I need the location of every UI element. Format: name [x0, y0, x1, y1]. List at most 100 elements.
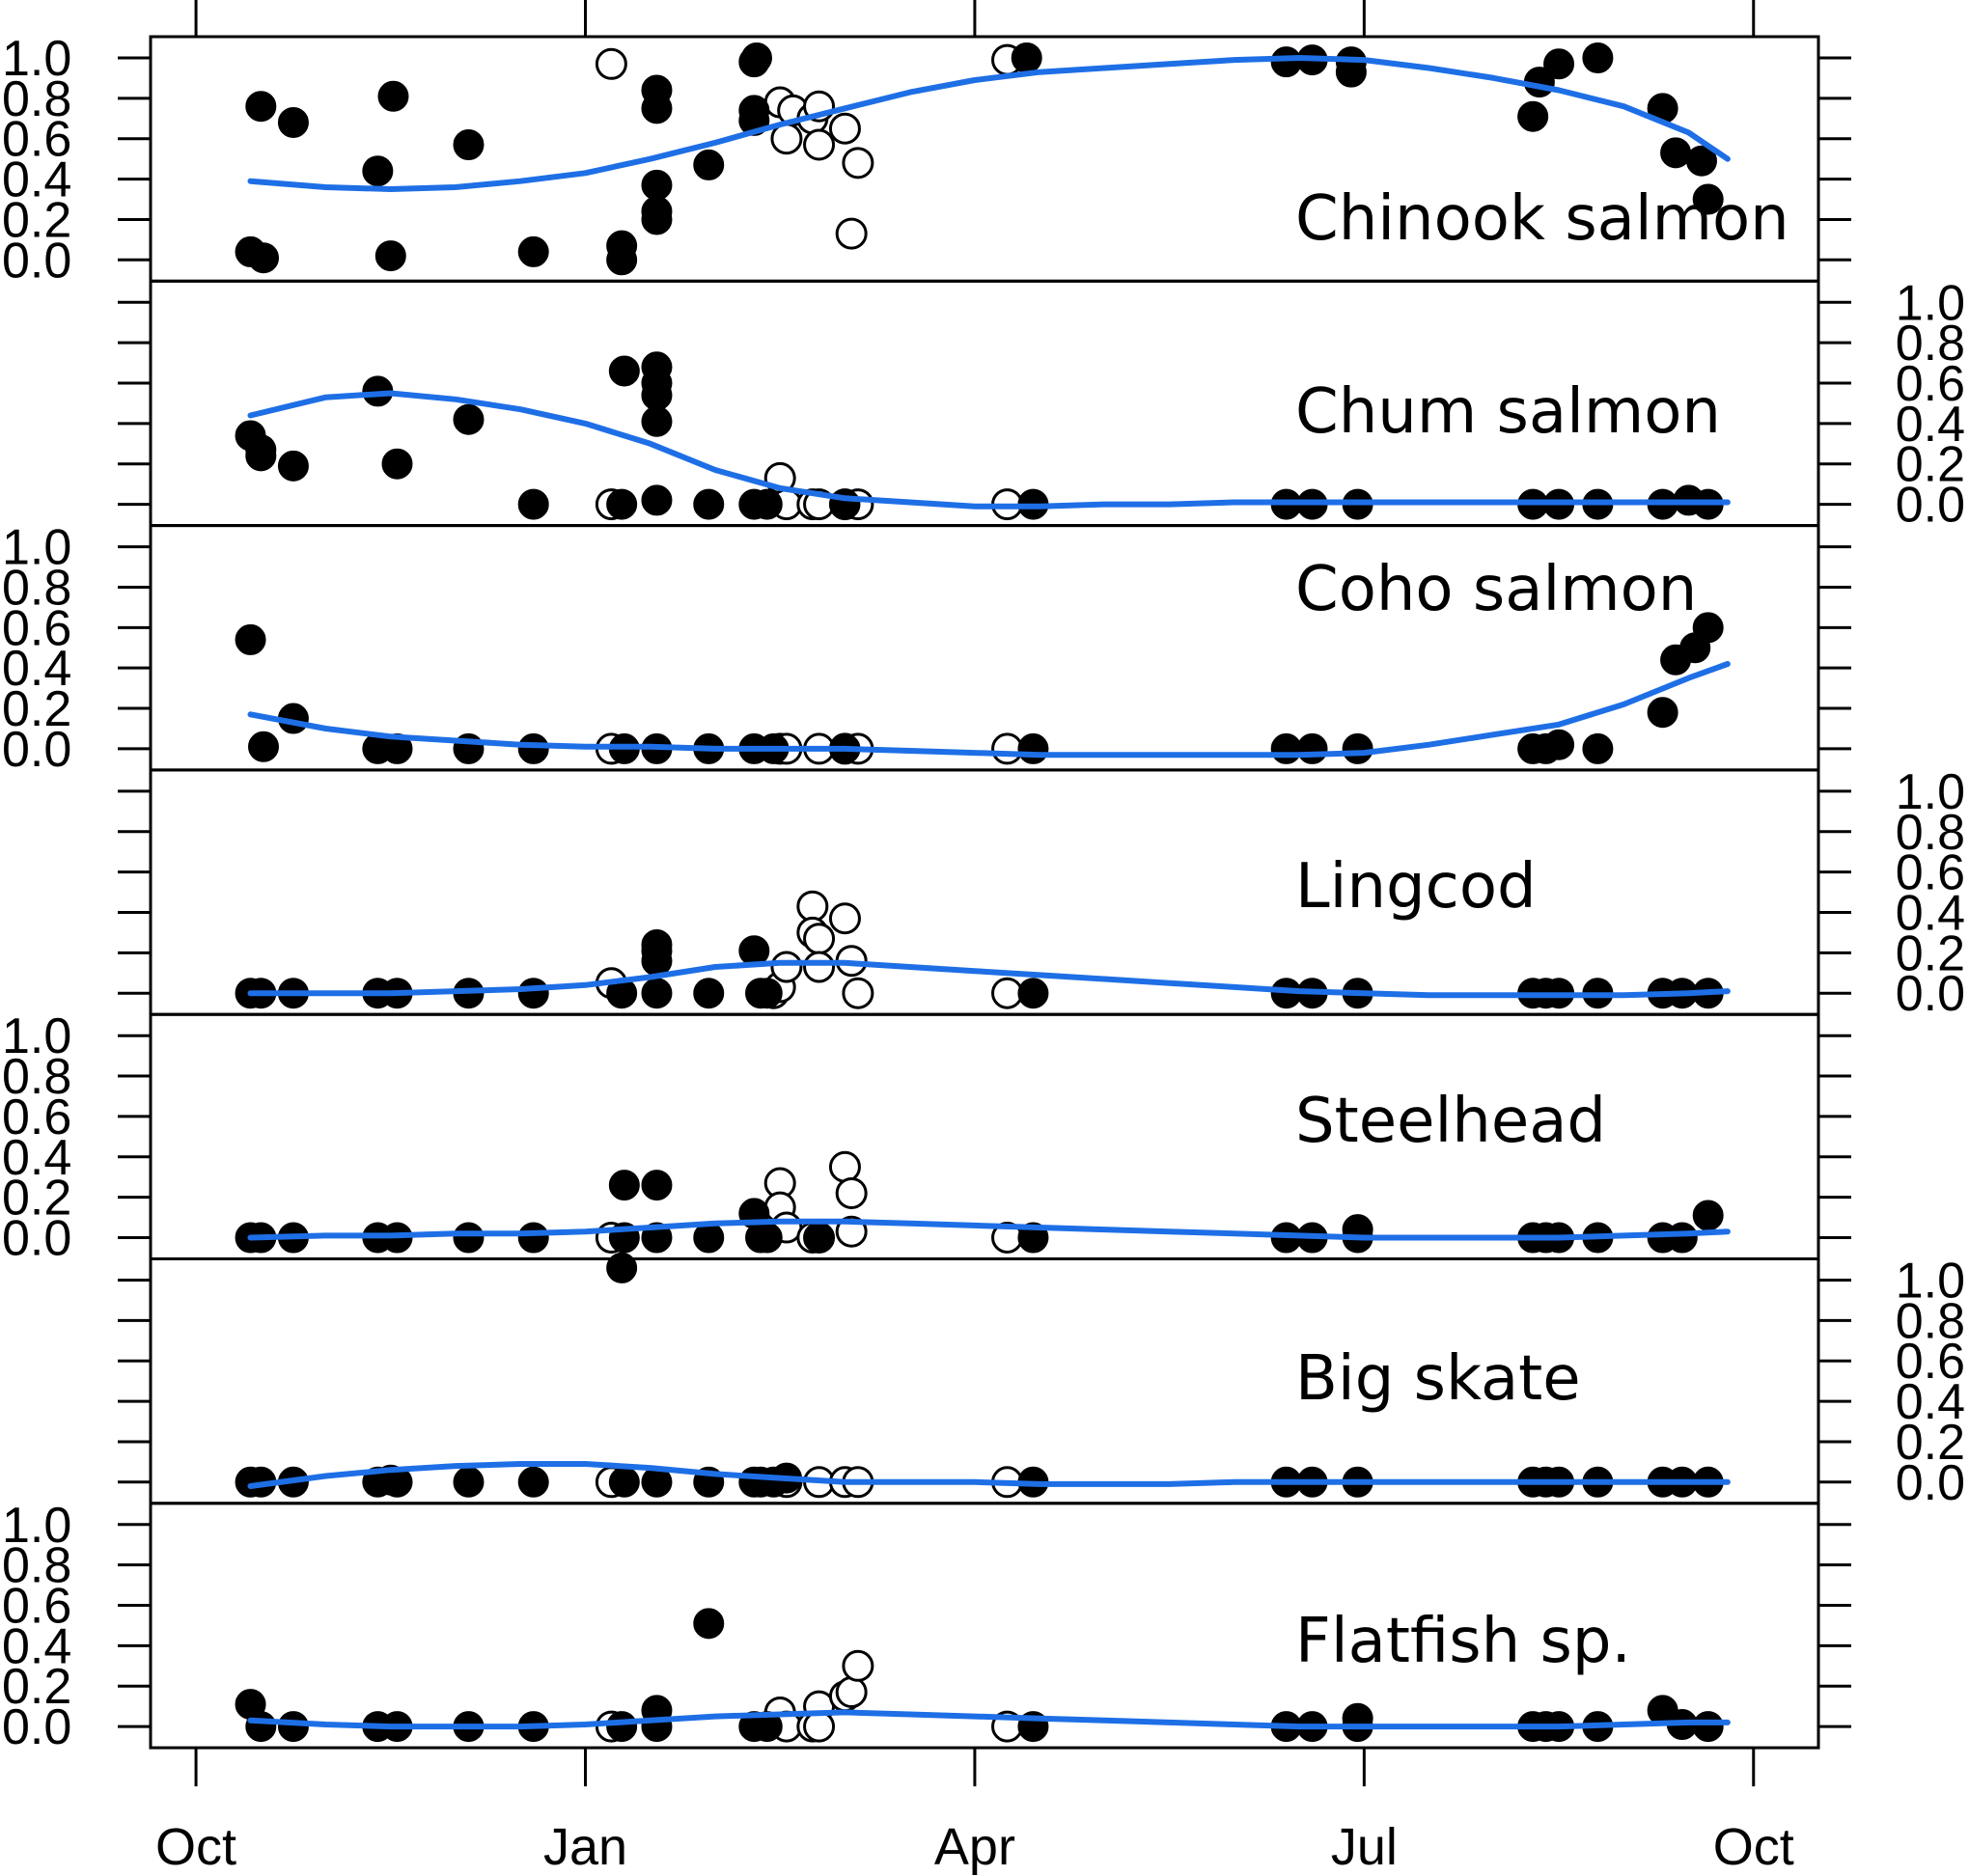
y-tick-label: 0.2 [2, 681, 71, 737]
filled-point [1543, 48, 1575, 80]
y-tick-label: 0.4 [1896, 397, 1965, 453]
filled-point [751, 1222, 783, 1254]
open-point [803, 951, 836, 983]
y-axis-flatfish-sp: 0.00.20.40.60.81.0 [2, 1498, 1851, 1755]
y-tick-label: 0.6 [1896, 845, 1965, 901]
filled-point [453, 128, 485, 160]
open-point [991, 977, 1024, 1009]
open-point [803, 923, 836, 955]
filled-point [1017, 978, 1049, 1009]
x-tick-label: Oct [155, 1818, 236, 1876]
filled-point [1692, 1200, 1724, 1231]
y-tick-label: 0.2 [1896, 437, 1965, 493]
y-tick-label: 1.0 [2, 31, 71, 87]
y-tick-label: 0.6 [2, 112, 71, 168]
y-tick-label: 0.4 [2, 641, 71, 697]
open-point [796, 890, 829, 923]
filled-point [245, 91, 277, 123]
filled-point [1582, 732, 1614, 764]
smooth-line [247, 661, 1731, 759]
smooth-line [247, 390, 1731, 510]
filled-point [517, 235, 549, 267]
y-tick-label: 1.0 [2, 1008, 71, 1064]
y-axis-coho-salmon: 0.00.20.40.60.81.0 [2, 520, 1851, 778]
y-axis-steelhead: 0.00.20.40.60.81.0 [2, 1008, 1851, 1267]
y-tick-label: 0.4 [2, 152, 71, 208]
y-tick-label: 0.8 [2, 560, 71, 616]
filled-point [738, 935, 770, 967]
filled-point [641, 379, 673, 411]
open-point [835, 217, 868, 250]
filled-point [606, 488, 638, 520]
filled-point [608, 1170, 640, 1201]
y-tick-label: 0.0 [2, 1699, 71, 1755]
open-point [835, 1176, 868, 1209]
filled-point [606, 244, 638, 276]
species-label: Coho salmon [1295, 554, 1697, 625]
open-point [595, 47, 627, 80]
filled-point [1270, 46, 1302, 78]
smooth-line [247, 959, 1731, 999]
y-tick-label: 0.8 [2, 1538, 71, 1594]
filled-point [1692, 1711, 1724, 1743]
y-tick-label: 0.2 [1896, 925, 1965, 981]
y-tick-label: 0.6 [2, 1090, 71, 1145]
filled-point [740, 42, 772, 73]
y-tick-label: 0.2 [2, 1171, 71, 1227]
filled-point [1660, 137, 1692, 169]
filled-point [247, 731, 279, 762]
y-tick-label: 0.2 [1896, 1415, 1965, 1471]
filled-point [277, 106, 309, 138]
y-axis-big-skate: 0.00.20.40.60.81.0 [118, 1254, 1965, 1511]
open-point [842, 1649, 874, 1682]
panel-frame [149, 768, 1820, 1016]
species-label: Chinook salmon [1295, 183, 1789, 255]
y-tick-label: 0.6 [2, 1579, 71, 1635]
filled-point [453, 1466, 485, 1498]
filled-point [606, 1252, 638, 1283]
x-axis: Oct Jan Apr Jul Oct [155, 0, 1794, 1876]
y-tick-label: 0.0 [2, 233, 71, 289]
filled-point [693, 488, 725, 520]
y-tick-label: 0.6 [2, 600, 71, 656]
y-tick-label: 1.0 [1896, 275, 1965, 331]
y-tick-label: 0.2 [2, 192, 71, 248]
open-point [803, 128, 836, 161]
filled-point [641, 93, 673, 124]
y-axis-lingcod: 0.00.20.40.60.81.0 [118, 764, 1965, 1022]
y-tick-label: 0.6 [1896, 1334, 1965, 1390]
y-tick-label: 0.4 [2, 1618, 71, 1674]
filled-point [1685, 145, 1717, 177]
filled-point [641, 1711, 673, 1743]
filled-point [1296, 732, 1328, 764]
filled-point [235, 623, 266, 655]
species-label: Flatfish sp. [1295, 1606, 1631, 1677]
filled-point [362, 155, 394, 187]
y-tick-label: 0.8 [1896, 316, 1965, 372]
filled-point [693, 149, 725, 180]
y-tick-label: 0.8 [1896, 805, 1965, 861]
y-tick-label: 0.0 [1896, 1455, 1965, 1511]
filled-point [247, 242, 279, 274]
y-tick-label: 0.8 [2, 1049, 71, 1105]
filled-point [641, 978, 673, 1009]
filled-point [641, 945, 673, 977]
species-label: Big skate [1295, 1343, 1581, 1415]
filled-point [453, 403, 485, 435]
smooth-line [247, 55, 1731, 192]
filled-point [803, 1222, 835, 1254]
filled-point [1543, 729, 1575, 760]
filled-point [1517, 100, 1549, 132]
y-tick-label: 0.8 [1896, 1293, 1965, 1349]
x-tick-label: Oct [1713, 1818, 1794, 1876]
species-label: Steelhead [1295, 1086, 1606, 1157]
y-tick-label: 1.0 [1896, 764, 1965, 820]
smooth-line [247, 1709, 1731, 1730]
filled-point [608, 1466, 640, 1498]
filled-point [245, 1711, 277, 1743]
open-point [828, 1150, 861, 1183]
y-axis-chum-salmon: 0.00.20.40.60.81.0 [118, 275, 1965, 534]
